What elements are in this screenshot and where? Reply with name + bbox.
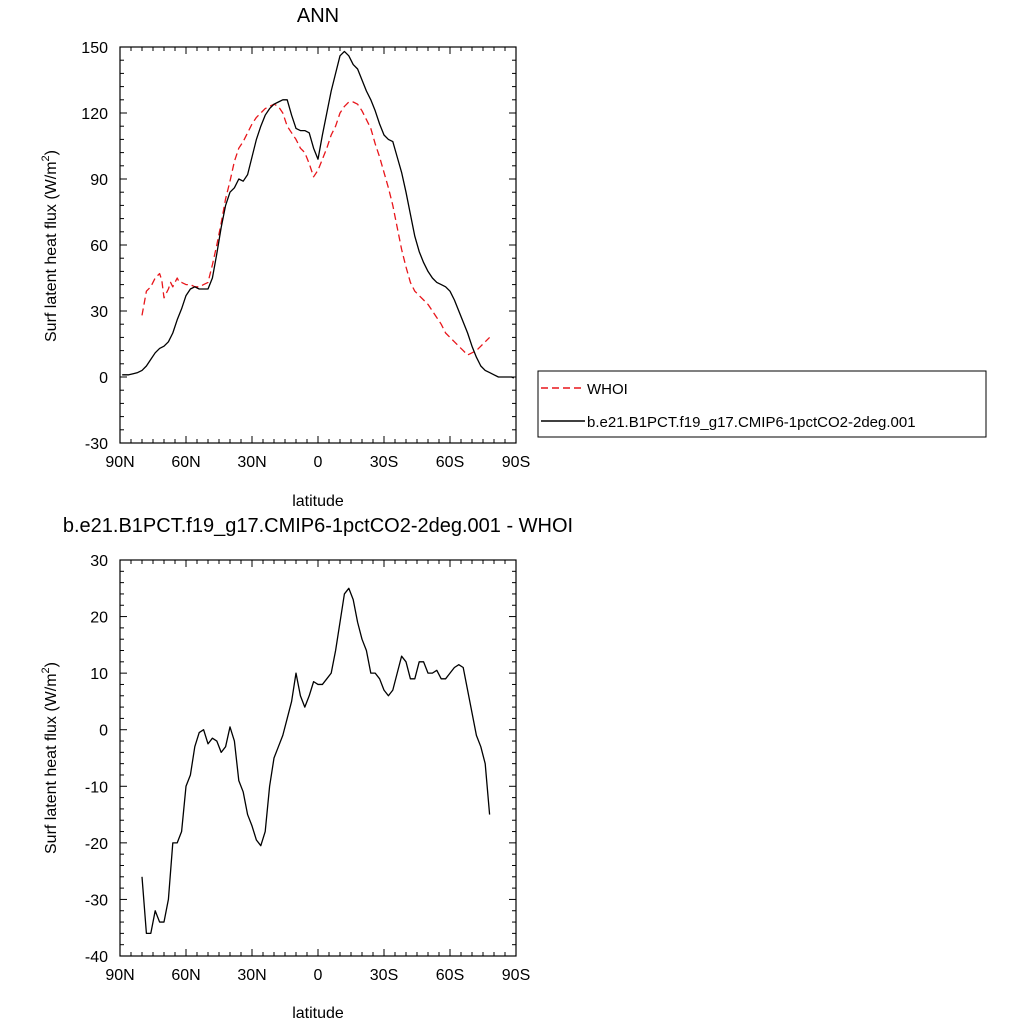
top-chart-y-tick-label: 30 xyxy=(90,304,108,321)
bottom-chart-y-tick-label: 0 xyxy=(99,723,108,740)
top-chart-y-tick-label: 90 xyxy=(90,172,108,189)
bottom-chart-panel: b.e21.B1PCT.f19_g17.CMIP6-1pctCO2-2deg.0… xyxy=(40,515,573,1022)
top-chart-y-tick-label: -30 xyxy=(85,436,108,453)
bottom-chart-y-tick-label: -10 xyxy=(85,779,108,796)
top-chart-legend: WHOI b.e21.B1PCT.f19_g17.CMIP6-1pctCO2-2… xyxy=(537,370,987,438)
bottom-chart-plot-area: 90N 60N 30N 0 30S 60S 90S -40 -30 -20 -10 0 10 20 30 xyxy=(85,553,530,984)
bottom-chart-frame xyxy=(119,559,517,957)
legend-label-model: b.e21.B1PCT.f19_g17.CMIP6-1pctCO2-2deg.0… xyxy=(587,414,916,431)
top-chart-y-tick-label: 0 xyxy=(99,370,108,387)
top-chart-series-whoi-line xyxy=(141,101,491,356)
legend-box xyxy=(537,370,987,438)
bottom-chart-y-tick-label: -30 xyxy=(85,892,108,909)
bottom-chart-x-axis-label: latitude xyxy=(292,1005,344,1022)
bottom-chart-y-axis-label: Surf latent heat flux (W/m2) xyxy=(40,662,60,854)
bottom-chart-y-tick-label: 20 xyxy=(90,610,108,627)
bottom-chart-x-tick-label: 90N xyxy=(105,967,134,984)
top-chart-panel: ANN 90N 60N 30N 0 30S 60S 90S-300306090120150 … xyxy=(40,5,987,510)
top-chart-x-tick-label: 60S xyxy=(436,454,464,471)
top-chart-x-tick-label: 60N xyxy=(171,454,200,471)
bottom-chart-y-tick-label: -20 xyxy=(85,836,108,853)
top-chart-series-model-line xyxy=(122,50,515,379)
top-chart-x-tick-label: 30N xyxy=(237,454,266,471)
top-chart-x-tick-label: 90N xyxy=(105,454,134,471)
bottom-chart-y-tick-label: 10 xyxy=(90,666,108,683)
bottom-chart-x-tick-label: 30N xyxy=(237,967,266,984)
top-chart-x-tick-label: 0 xyxy=(314,454,323,471)
top-chart-title: ANN xyxy=(297,5,339,27)
top-chart-y-tick-label: 150 xyxy=(81,40,108,57)
bottom-chart-y-tick-label: -40 xyxy=(85,949,108,966)
legend-label-whoi: WHOI xyxy=(587,381,628,398)
bottom-chart-x-tick-label: 0 xyxy=(314,967,323,984)
top-chart-x-tick-label: 90S xyxy=(502,454,530,471)
top-chart-x-tick-label: 30S xyxy=(370,454,398,471)
bottom-chart-title: b.e21.B1PCT.f19_g17.CMIP6-1pctCO2-2deg.0… xyxy=(63,515,573,537)
top-chart-y-axis-label: Surf latent heat flux (W/m2) xyxy=(40,150,60,342)
bottom-chart-x-tick-label: 60N xyxy=(171,967,200,984)
top-chart-y-tick-label: 60 xyxy=(90,238,108,255)
bottom-chart-x-tick-label: 60S xyxy=(436,967,464,984)
bottom-chart-x-tick-label: 30S xyxy=(370,967,398,984)
bottom-chart-y-tick-label: 30 xyxy=(90,553,108,570)
top-chart-frame xyxy=(119,46,517,444)
bottom-chart-x-tick-label: 90S xyxy=(502,967,530,984)
bottom-chart-series-difference-line xyxy=(141,587,491,935)
top-chart-x-axis-label: latitude xyxy=(292,493,344,510)
top-chart-y-tick-label: 120 xyxy=(81,106,108,123)
top-chart-plot-area: 90N 60N 30N 0 30S 60S 90S -30 0 30 60 90 120 150 xyxy=(81,40,530,471)
